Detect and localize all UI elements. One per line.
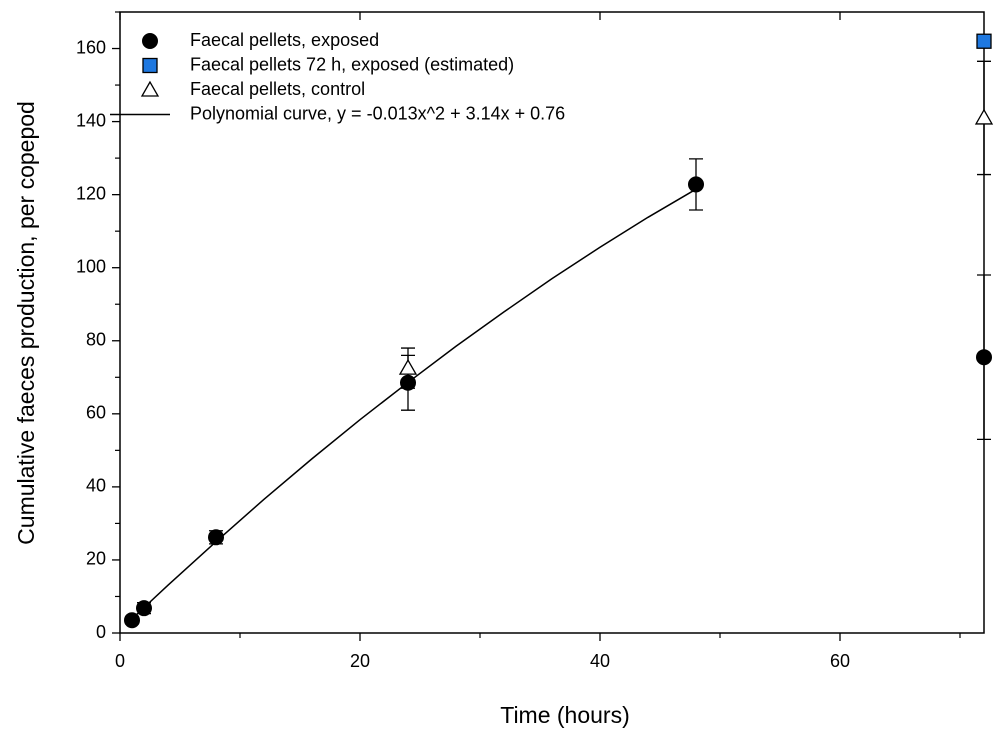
x-tick-label: 0: [115, 651, 125, 671]
x-tick-label: 20: [350, 651, 370, 671]
y-tick-label: 100: [76, 256, 106, 276]
point: [136, 600, 152, 617]
point: [974, 108, 994, 125]
x-axis-label: Time (hours): [500, 702, 630, 728]
legend-label: Polynomial curve, y = -0.013x^2 + 3.14x …: [190, 103, 565, 123]
y-tick-label: 20: [86, 549, 106, 569]
point: [976, 33, 992, 49]
y-tick-label: 80: [86, 330, 106, 350]
point: [208, 529, 224, 546]
legend-label: Faecal pellets 72 h, exposed (estimated): [190, 54, 514, 74]
y-tick-label: 140: [76, 110, 106, 130]
y-tick-label: 160: [76, 37, 106, 57]
y-tick-label: 60: [86, 403, 106, 423]
y-axis-label: Cumulative faeces production, per copepo…: [13, 101, 39, 545]
y-tick-label: 0: [96, 622, 106, 642]
point: [688, 176, 704, 193]
x-tick-label: 40: [590, 651, 610, 671]
legend-marker: [140, 80, 160, 97]
legend-label: Faecal pellets, control: [190, 79, 365, 99]
x-tick-label: 60: [830, 651, 850, 671]
point: [400, 374, 416, 391]
point: [976, 349, 992, 366]
point: [398, 358, 418, 375]
legend-marker: [142, 33, 158, 49]
point: [124, 612, 140, 629]
y-tick-label: 120: [76, 183, 106, 203]
legend-label: Faecal pellets, exposed: [190, 30, 379, 50]
fit-curve: [131, 188, 697, 620]
legend-marker: [142, 57, 158, 74]
y-tick-label: 40: [86, 476, 106, 496]
